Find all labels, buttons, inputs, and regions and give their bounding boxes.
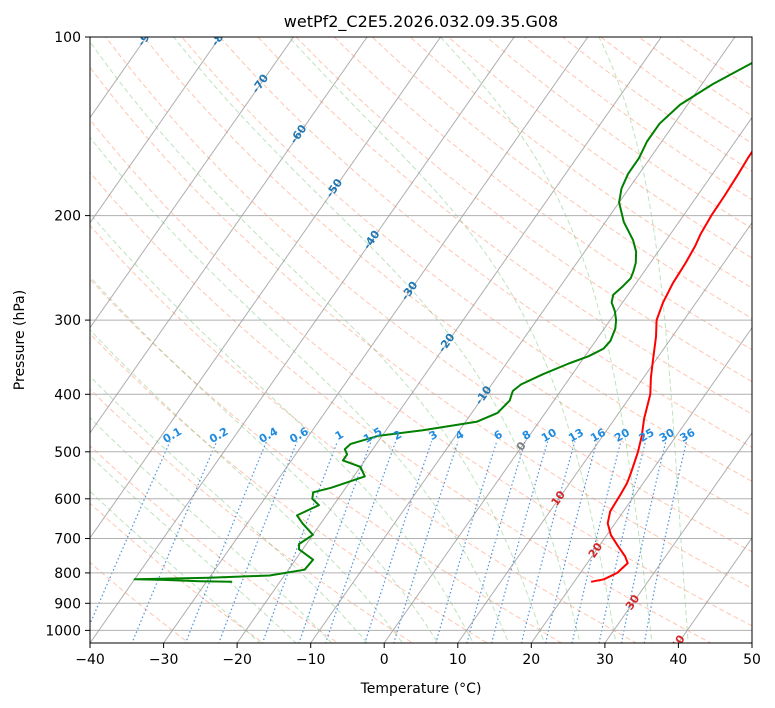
- dry-adiabat-line: [90, 445, 339, 643]
- y-tick-label: 800: [54, 566, 81, 582]
- mixing-ratio-line: [571, 441, 622, 643]
- x-axis: −40 −30 −20 −10 0 10 20 30 40 50: [75, 643, 761, 668]
- dry-adiabat-line: [143, 37, 752, 517]
- y-tick-label: 500: [54, 445, 81, 461]
- x-tick-label: 10: [449, 652, 467, 668]
- isotherm-line: [163, 37, 589, 643]
- isotherm-line: [90, 37, 368, 434]
- x-tick-label: −30: [149, 652, 179, 668]
- dry-adiabat-line: [409, 37, 752, 289]
- mixing-ratio-line: [491, 441, 549, 643]
- isotherm-line: [457, 221, 752, 643]
- isotherm-line: [90, 37, 515, 643]
- plot-frame: [89, 36, 753, 644]
- isotherm-line: [90, 37, 221, 224]
- dry-adiabat-line: [90, 118, 752, 627]
- isobar-grid: [90, 37, 752, 631]
- y-tick-label: 600: [54, 492, 81, 508]
- x-tick-label: −20: [222, 652, 252, 668]
- isotherm-line: [530, 326, 752, 643]
- mixing-ratio-line: [90, 441, 171, 626]
- dry-adiabat-line: [333, 37, 752, 351]
- y-tick-label: 700: [54, 532, 81, 548]
- isotherm-line: [236, 37, 662, 643]
- dry-adiabat-line: [90, 502, 265, 643]
- y-tick-label: 200: [54, 209, 81, 225]
- y-axis: 100 200 300 400 500 600 700 800 900 1000: [45, 30, 90, 639]
- y-tick-label: 1000: [45, 623, 81, 639]
- dry-adiabat-line: [295, 37, 752, 383]
- x-tick-label: 30: [596, 652, 614, 668]
- y-tick-label: 100: [54, 30, 81, 46]
- isotherm-line: [383, 116, 752, 643]
- y-tick-label: 900: [54, 596, 81, 612]
- dry-adiabat-line: [90, 171, 712, 643]
- moist-adiabat-line: [90, 212, 474, 643]
- isotherm-line: [677, 536, 752, 643]
- plot-area: -100-90-80-70-60-50-40-30-20-10010203040…: [90, 25, 752, 652]
- x-tick-label: 50: [743, 652, 761, 668]
- isotherm-line: [310, 37, 736, 643]
- isotherm-line: [90, 37, 294, 329]
- moist-adiabat-line: [288, 37, 617, 643]
- mixing-ratio-line: [131, 441, 218, 643]
- x-tick-label: 40: [669, 652, 687, 668]
- mixing-ratio-line: [298, 441, 372, 643]
- isotherm-label: -80: [209, 25, 231, 49]
- isotherm-line: [90, 37, 442, 539]
- mixing-ratio-labels: 0.1 0.2 0.4 0.6 1 1.5 2 3 4 6 8 10 13 16 20 25 30 36: [161, 425, 698, 446]
- mixing-ratio-line: [364, 441, 433, 643]
- mixing-ratio-line: [466, 441, 526, 643]
- dry-adiabat-line: [181, 37, 752, 482]
- isotherm-label: 40: [668, 632, 688, 652]
- dry-adiabat-line: [105, 37, 752, 553]
- x-axis-label: Temperature (°C): [360, 681, 482, 697]
- mixing-ratio-line: [435, 441, 498, 643]
- isotherm-line: [604, 431, 752, 643]
- moist-adiabat-line: [440, 37, 653, 643]
- mixing-ratio-lines: [90, 441, 688, 643]
- x-tick-label: −10: [296, 652, 326, 668]
- mixing-ratio-line: [544, 441, 598, 643]
- dry-adiabats: [90, 37, 752, 643]
- mixing-ratio-line: [393, 441, 459, 643]
- mixing-ratio-line: [325, 441, 397, 643]
- dry-adiabat-line: [90, 333, 488, 643]
- x-tick-label: 20: [522, 652, 540, 668]
- y-axis-label: Pressure (hPa): [12, 290, 28, 390]
- y-tick-label: 400: [54, 387, 81, 403]
- mixing-ratio-line: [520, 441, 576, 643]
- chart-title: wetPf2_C2E5.2026.032.09.35.G08: [284, 12, 558, 32]
- x-tick-label: −40: [75, 652, 105, 668]
- x-tick-label: 0: [380, 652, 389, 668]
- y-tick-label: 300: [54, 313, 81, 329]
- dry-adiabat-line: [371, 37, 752, 320]
- dry-adiabat-line: [90, 278, 563, 643]
- dewpoint-profile-line: [133, 61, 752, 583]
- moist-adiabat-line: [90, 375, 368, 643]
- isotherm-grid: [90, 37, 752, 643]
- dry-adiabat-line: [90, 388, 414, 643]
- isotherm-label: -90: [135, 25, 157, 49]
